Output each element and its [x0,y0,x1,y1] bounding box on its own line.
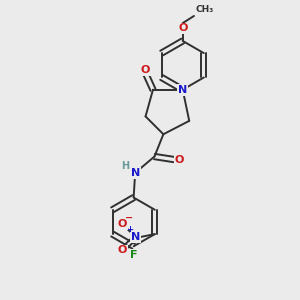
Text: N: N [130,168,140,178]
Text: O: O [178,23,188,33]
Text: −: − [124,213,133,223]
Text: O: O [141,65,150,75]
Text: N: N [178,85,187,95]
Text: +: + [127,225,134,234]
Text: F: F [130,250,137,260]
Text: H: H [122,161,130,171]
Text: N: N [131,232,140,242]
Text: O: O [117,245,127,256]
Text: CH₃: CH₃ [196,5,214,14]
Text: O: O [117,219,127,229]
Text: O: O [174,154,184,164]
